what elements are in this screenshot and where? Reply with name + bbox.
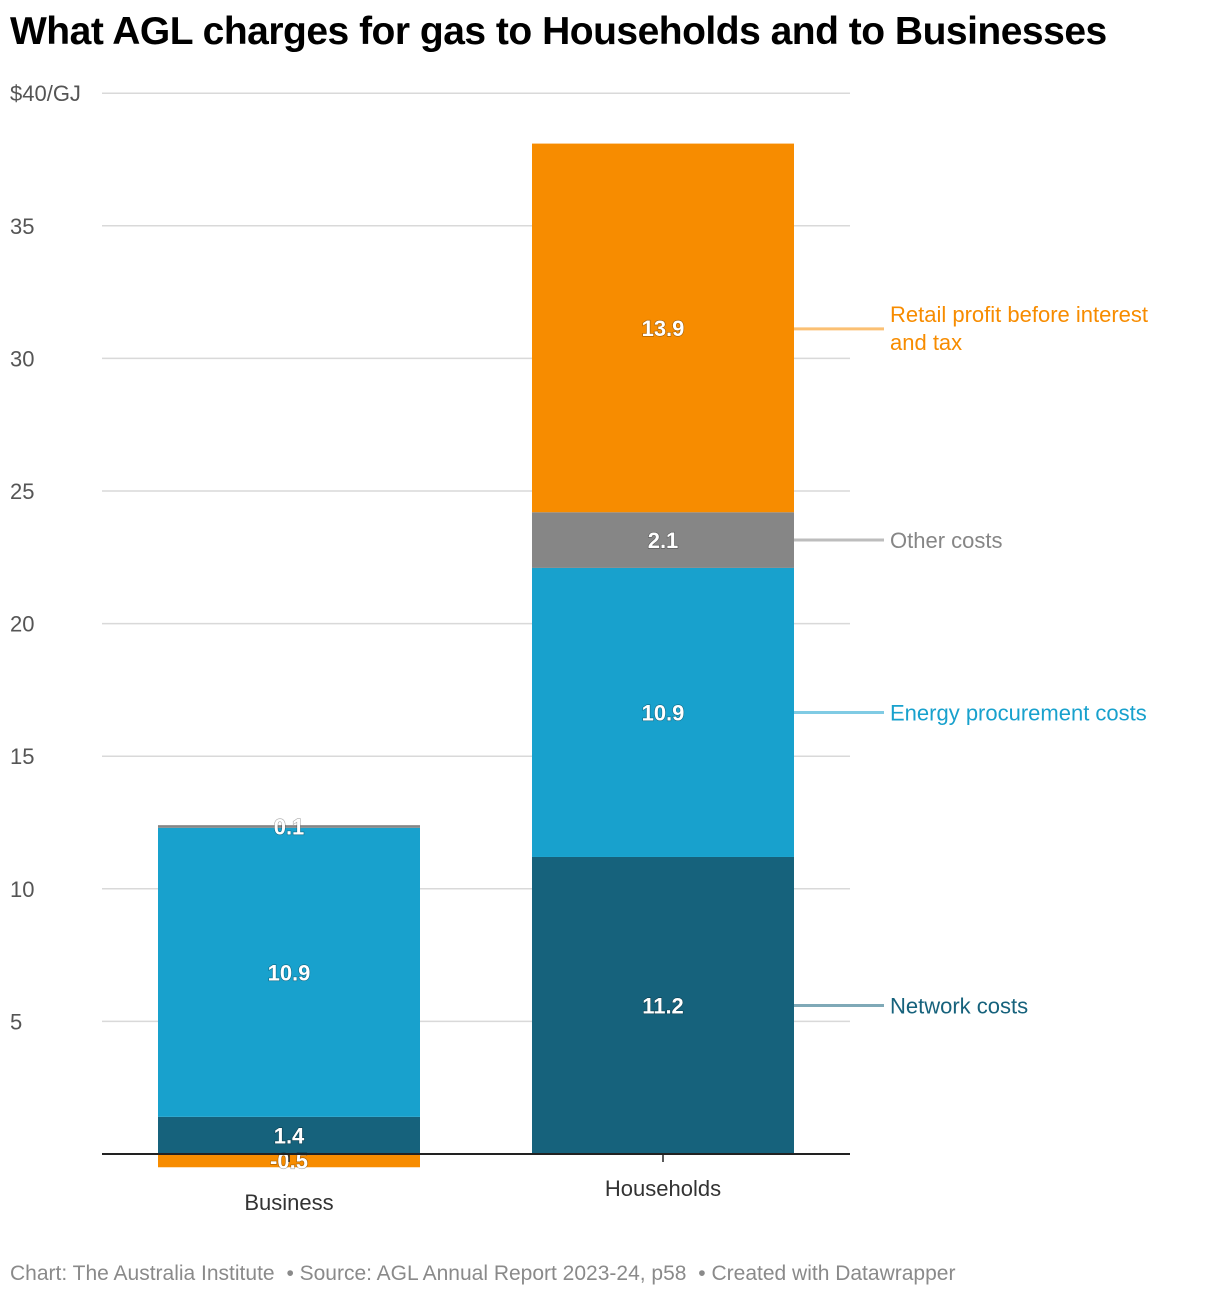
data-label-households-energy-procurement-costs: 10.9: [642, 700, 685, 725]
bar-households-network-costs: [532, 856, 794, 1154]
data-label-business-retail-profit-before-interest-and-tax: -0.5: [270, 1149, 308, 1174]
bar-households-retail-profit-before-interest-and-tax: [532, 143, 794, 513]
y-tick-label-35: 35: [10, 214, 34, 239]
bar-business-energy-procurement-costs: [158, 827, 420, 1117]
data-label-households-retail-profit-before-interest-and-tax: 13.9: [642, 316, 685, 341]
legend-label-energy-procurement-costs: Energy procurement costs: [890, 700, 1147, 725]
data-label-business-other-costs: 0.1: [274, 814, 305, 839]
y-tick-label-10: 10: [10, 877, 34, 902]
legend-label-retail-profit-before-interest-and-tax-line-1: Retail profit before interest: [890, 302, 1148, 327]
y-tick-label-5: 5: [10, 1009, 22, 1034]
y-tick-label-40: $40/GJ: [10, 81, 81, 106]
y-tick-label-25: 25: [10, 479, 34, 504]
footer-tool: • Created with Datawrapper: [698, 1262, 956, 1285]
bar-households-energy-procurement-costs: [532, 567, 794, 857]
legend-label-network-costs: Network costs: [890, 993, 1028, 1018]
x-tick-label-households: Households: [605, 1176, 721, 1201]
footer-credit: Chart: The Australia Institute: [10, 1262, 275, 1285]
bar-business-other-costs: [158, 825, 420, 828]
footer-source: • Source: AGL Annual Report 2023-24, p58: [286, 1262, 687, 1285]
bar-households-other-costs: [532, 512, 794, 568]
x-tick-label-business: Business: [244, 1190, 333, 1215]
data-label-business-network-costs: 1.4: [274, 1123, 305, 1148]
bar-business-network-costs: [158, 1116, 420, 1154]
chart-title: What AGL charges for gas to Households a…: [10, 10, 1107, 53]
y-tick-label-15: 15: [10, 744, 34, 769]
chart-footer: Chart: The Australia Institute • Source:…: [10, 1262, 961, 1286]
y-tick-label-20: 20: [10, 612, 34, 637]
data-label-households-network-costs: 11.2: [642, 993, 684, 1018]
legend-label-retail-profit-before-interest-and-tax-line-2: and tax: [890, 330, 962, 355]
legend-label-other-costs: Other costs: [890, 528, 1002, 553]
y-tick-label-30: 30: [10, 346, 34, 371]
data-label-households-other-costs: 2.1: [648, 528, 679, 553]
data-label-business-energy-procurement-costs: 10.9: [268, 960, 311, 985]
